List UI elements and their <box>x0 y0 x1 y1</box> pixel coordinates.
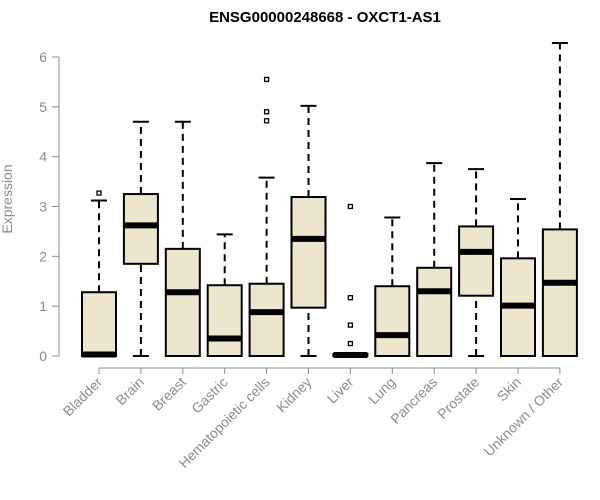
y-tick-label: 1 <box>39 298 47 314</box>
box <box>458 225 495 297</box>
y-tick-label: 4 <box>39 149 47 165</box>
x-category-label: Unknown / Other <box>480 374 566 460</box>
outlier-point <box>263 118 270 124</box>
box-group <box>248 76 285 357</box>
x-category-label: Liver <box>324 374 357 407</box>
box-group <box>500 198 536 357</box>
box-group <box>290 104 327 357</box>
box-group <box>541 42 578 358</box>
y-tick-label: 5 <box>39 99 47 115</box>
box-group <box>332 203 369 359</box>
y-tick-label: 6 <box>39 49 47 65</box>
box <box>248 282 285 357</box>
x-category-label: Brain <box>113 374 147 408</box>
y-axis-label: Expression <box>0 164 15 233</box>
x-category-label: Bladder <box>60 374 106 420</box>
box <box>290 196 327 309</box>
x-category-label: Pancreas <box>387 374 440 427</box>
box <box>416 266 453 358</box>
box-group <box>81 190 117 358</box>
box <box>122 193 159 265</box>
box-group <box>458 168 495 357</box>
outlier-point <box>347 295 354 301</box>
outlier-point <box>347 340 354 347</box>
box-group <box>374 216 411 358</box>
y-axis: 0 1 2 3 4 5 6 <box>39 49 60 364</box>
chart-title: ENSG00000248668 - OXCT1-AS1 <box>209 9 441 26</box>
outlier-point <box>96 190 102 196</box>
box <box>541 228 578 358</box>
box-group <box>164 120 201 358</box>
outlier-point <box>347 203 354 210</box>
box-group <box>206 233 243 357</box>
box <box>81 291 117 358</box>
outlier-point <box>347 322 354 328</box>
x-category-label: Prostate <box>434 374 482 422</box>
x-category-label: Lung <box>365 374 398 407</box>
outlier-point <box>263 76 270 83</box>
x-category-label: Breast <box>149 374 189 414</box>
box <box>206 284 243 357</box>
box <box>164 247 201 358</box>
y-tick-label: 2 <box>39 248 47 264</box>
box-group <box>416 162 453 358</box>
outlier-point <box>263 109 270 115</box>
y-tick-label: 0 <box>39 348 47 364</box>
x-category-label: Kidney <box>273 374 315 416</box>
y-tick-label: 3 <box>39 199 47 215</box>
boxes <box>81 42 578 359</box>
box-group <box>122 120 159 357</box>
box <box>374 285 411 358</box>
x-category-label: Skin <box>494 374 525 405</box>
